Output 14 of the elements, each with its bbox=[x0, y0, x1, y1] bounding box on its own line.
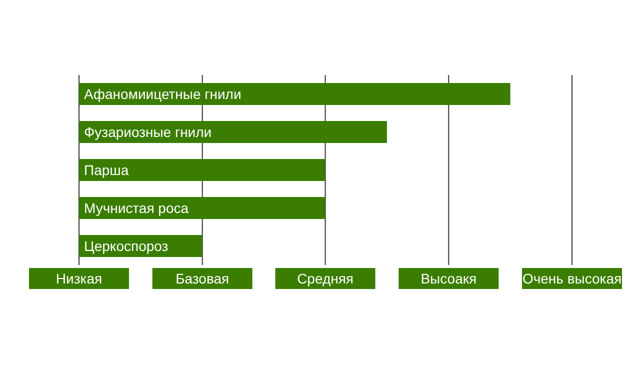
y-tick-label: Фузариозные гнили bbox=[84, 124, 212, 140]
ref-line-label: Низкая bbox=[56, 270, 102, 286]
ref-line-label: Очень высокая bbox=[522, 270, 622, 286]
y-tick-label: Парша bbox=[84, 162, 129, 178]
y-tick-label: Афаномиицетные гнили bbox=[84, 86, 242, 102]
y-tick-label: Мучнистая роса bbox=[84, 200, 189, 216]
bar bbox=[79, 121, 387, 143]
ref-line-label: Средняя bbox=[297, 270, 354, 286]
ref-line-label: Высоакя bbox=[420, 270, 477, 286]
bar bbox=[79, 159, 326, 181]
y-tick-label: Церкоспороз bbox=[84, 238, 168, 254]
bar bbox=[79, 197, 326, 219]
bar bbox=[79, 83, 510, 105]
ref-line-label: Базовая bbox=[176, 270, 230, 286]
